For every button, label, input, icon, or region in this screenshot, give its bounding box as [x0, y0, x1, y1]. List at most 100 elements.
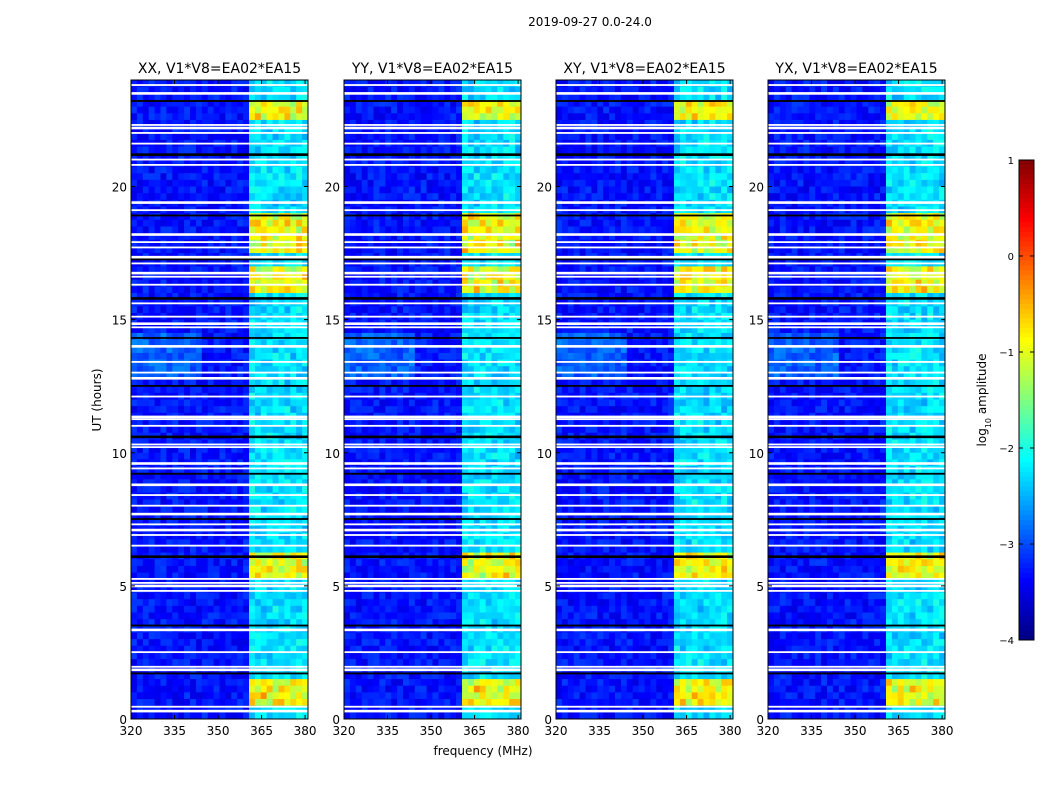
- colorbar-step: [1019, 433, 1034, 439]
- colorbar-step: [1019, 443, 1034, 449]
- colorbar-frame: [1018, 159, 1035, 641]
- y-tick-label: 15: [112, 314, 127, 328]
- flagged-rows: [556, 84, 733, 713]
- panel-title: XY, V1*V8=EA02*EA15: [563, 61, 725, 77]
- colorbar-tick-label: 0: [1008, 252, 1014, 263]
- colorbar-step: [1019, 299, 1034, 305]
- x-axis-label: frequency (MHz): [433, 744, 532, 758]
- x-tick-label: 320: [120, 724, 143, 738]
- colorbar-tick-label: −3: [999, 540, 1014, 551]
- y-tick-label: 20: [112, 181, 127, 195]
- panel-frame: [130, 79, 309, 720]
- colorbar-step: [1019, 227, 1034, 233]
- colorbar-step: [1019, 419, 1034, 425]
- x-tick-label: 350: [632, 724, 655, 738]
- colorbar-step: [1019, 625, 1034, 631]
- colorbar-step: [1019, 553, 1034, 559]
- colorbar-step: [1019, 222, 1034, 228]
- colorbar-step: [1019, 476, 1034, 482]
- y-tick-label: 5: [544, 580, 552, 594]
- colorbar-step: [1019, 620, 1034, 626]
- y-tick-label: 0: [756, 713, 764, 727]
- y-tick-label: 20: [537, 181, 552, 195]
- x-tick-label: 380: [507, 724, 530, 738]
- colorbar-step: [1019, 496, 1034, 502]
- colorbar-step: [1019, 304, 1034, 310]
- colorbar-step: [1019, 635, 1034, 641]
- colorbar-step: [1019, 246, 1034, 252]
- colorbar-step: [1019, 241, 1034, 247]
- panel-title: XX, V1*V8=EA02*EA15: [138, 61, 301, 77]
- colorbar-step: [1019, 251, 1034, 257]
- flagged-rows: [768, 84, 945, 713]
- background-noise: [344, 80, 522, 720]
- colorbar-step: [1019, 491, 1034, 497]
- x-tick-label: 365: [463, 724, 486, 738]
- colorbar-step: [1019, 328, 1034, 334]
- colorbar-step: [1019, 232, 1034, 238]
- flagged-rows: [344, 84, 521, 713]
- colorbar-step: [1019, 486, 1034, 492]
- x-tick-label: 350: [207, 724, 230, 738]
- colorbar-step: [1019, 582, 1034, 588]
- colorbar-step: [1019, 510, 1034, 516]
- colorbar-step: [1019, 529, 1034, 535]
- x-tick-label: 320: [757, 724, 780, 738]
- y-tick-label: 0: [332, 713, 340, 727]
- colorbar-step: [1019, 515, 1034, 521]
- colorbar-step: [1019, 294, 1034, 300]
- colorbar-step: [1019, 260, 1034, 266]
- colorbar-step: [1019, 376, 1034, 382]
- y-tick-label: 10: [325, 447, 340, 461]
- colorbar-tick-label: −4: [999, 636, 1014, 647]
- colorbar-step: [1019, 179, 1034, 185]
- colorbar-step: [1019, 160, 1034, 166]
- colorbar-step: [1019, 323, 1034, 329]
- y-tick-label: 5: [332, 580, 340, 594]
- colorbar-step: [1019, 505, 1034, 511]
- colorbar-step: [1019, 544, 1034, 550]
- colorbar-step: [1019, 424, 1034, 430]
- colorbar-step: [1019, 563, 1034, 569]
- colorbar-step: [1019, 472, 1034, 478]
- colorbar-step: [1019, 313, 1034, 319]
- x-tick-label: 365: [887, 724, 910, 738]
- colorbar-step: [1019, 289, 1034, 295]
- colorbar-step: [1019, 184, 1034, 190]
- colorbar-step: [1019, 606, 1034, 612]
- colorbar-step: [1019, 558, 1034, 564]
- y-tick-label: 20: [749, 181, 764, 195]
- colorbar-step: [1019, 385, 1034, 391]
- x-tick-label: 380: [294, 724, 317, 738]
- colorbar-step: [1019, 500, 1034, 506]
- colorbar-step: [1019, 457, 1034, 463]
- colorbar-step: [1019, 438, 1034, 444]
- colorbar-step: [1019, 284, 1034, 290]
- y-tick-label: 10: [112, 447, 127, 461]
- x-tick-label: 350: [844, 724, 867, 738]
- colorbar-step: [1019, 467, 1034, 473]
- colorbar-step: [1019, 395, 1034, 401]
- y-tick-label: 15: [537, 314, 552, 328]
- x-tick-label: 380: [931, 724, 954, 738]
- colorbar-step: [1019, 572, 1034, 578]
- colorbar-step: [1019, 548, 1034, 554]
- colorbar-step: [1019, 524, 1034, 530]
- colorbar-step: [1019, 462, 1034, 468]
- colorbar-step: [1019, 332, 1034, 338]
- x-tick-label: 335: [163, 724, 186, 738]
- colorbar-step: [1019, 390, 1034, 396]
- colorbar-step: [1019, 400, 1034, 406]
- colorbar-step: [1019, 203, 1034, 209]
- colorbar-step: [1019, 188, 1034, 194]
- colorbar-step: [1019, 337, 1034, 343]
- colorbar-step: [1019, 601, 1034, 607]
- colorbar-label: log10 amplitude: [975, 354, 993, 447]
- colorbar-tick-label: −1: [999, 348, 1014, 359]
- panel-xx: XX, V1*V8=EA02*EA15 320 335 350 365 380 0 5 10 15…: [112, 61, 317, 738]
- x-tick-label: 335: [376, 724, 399, 738]
- colorbar-step: [1019, 616, 1034, 622]
- colorbar-step: [1019, 534, 1034, 540]
- colorbar-step: [1019, 452, 1034, 458]
